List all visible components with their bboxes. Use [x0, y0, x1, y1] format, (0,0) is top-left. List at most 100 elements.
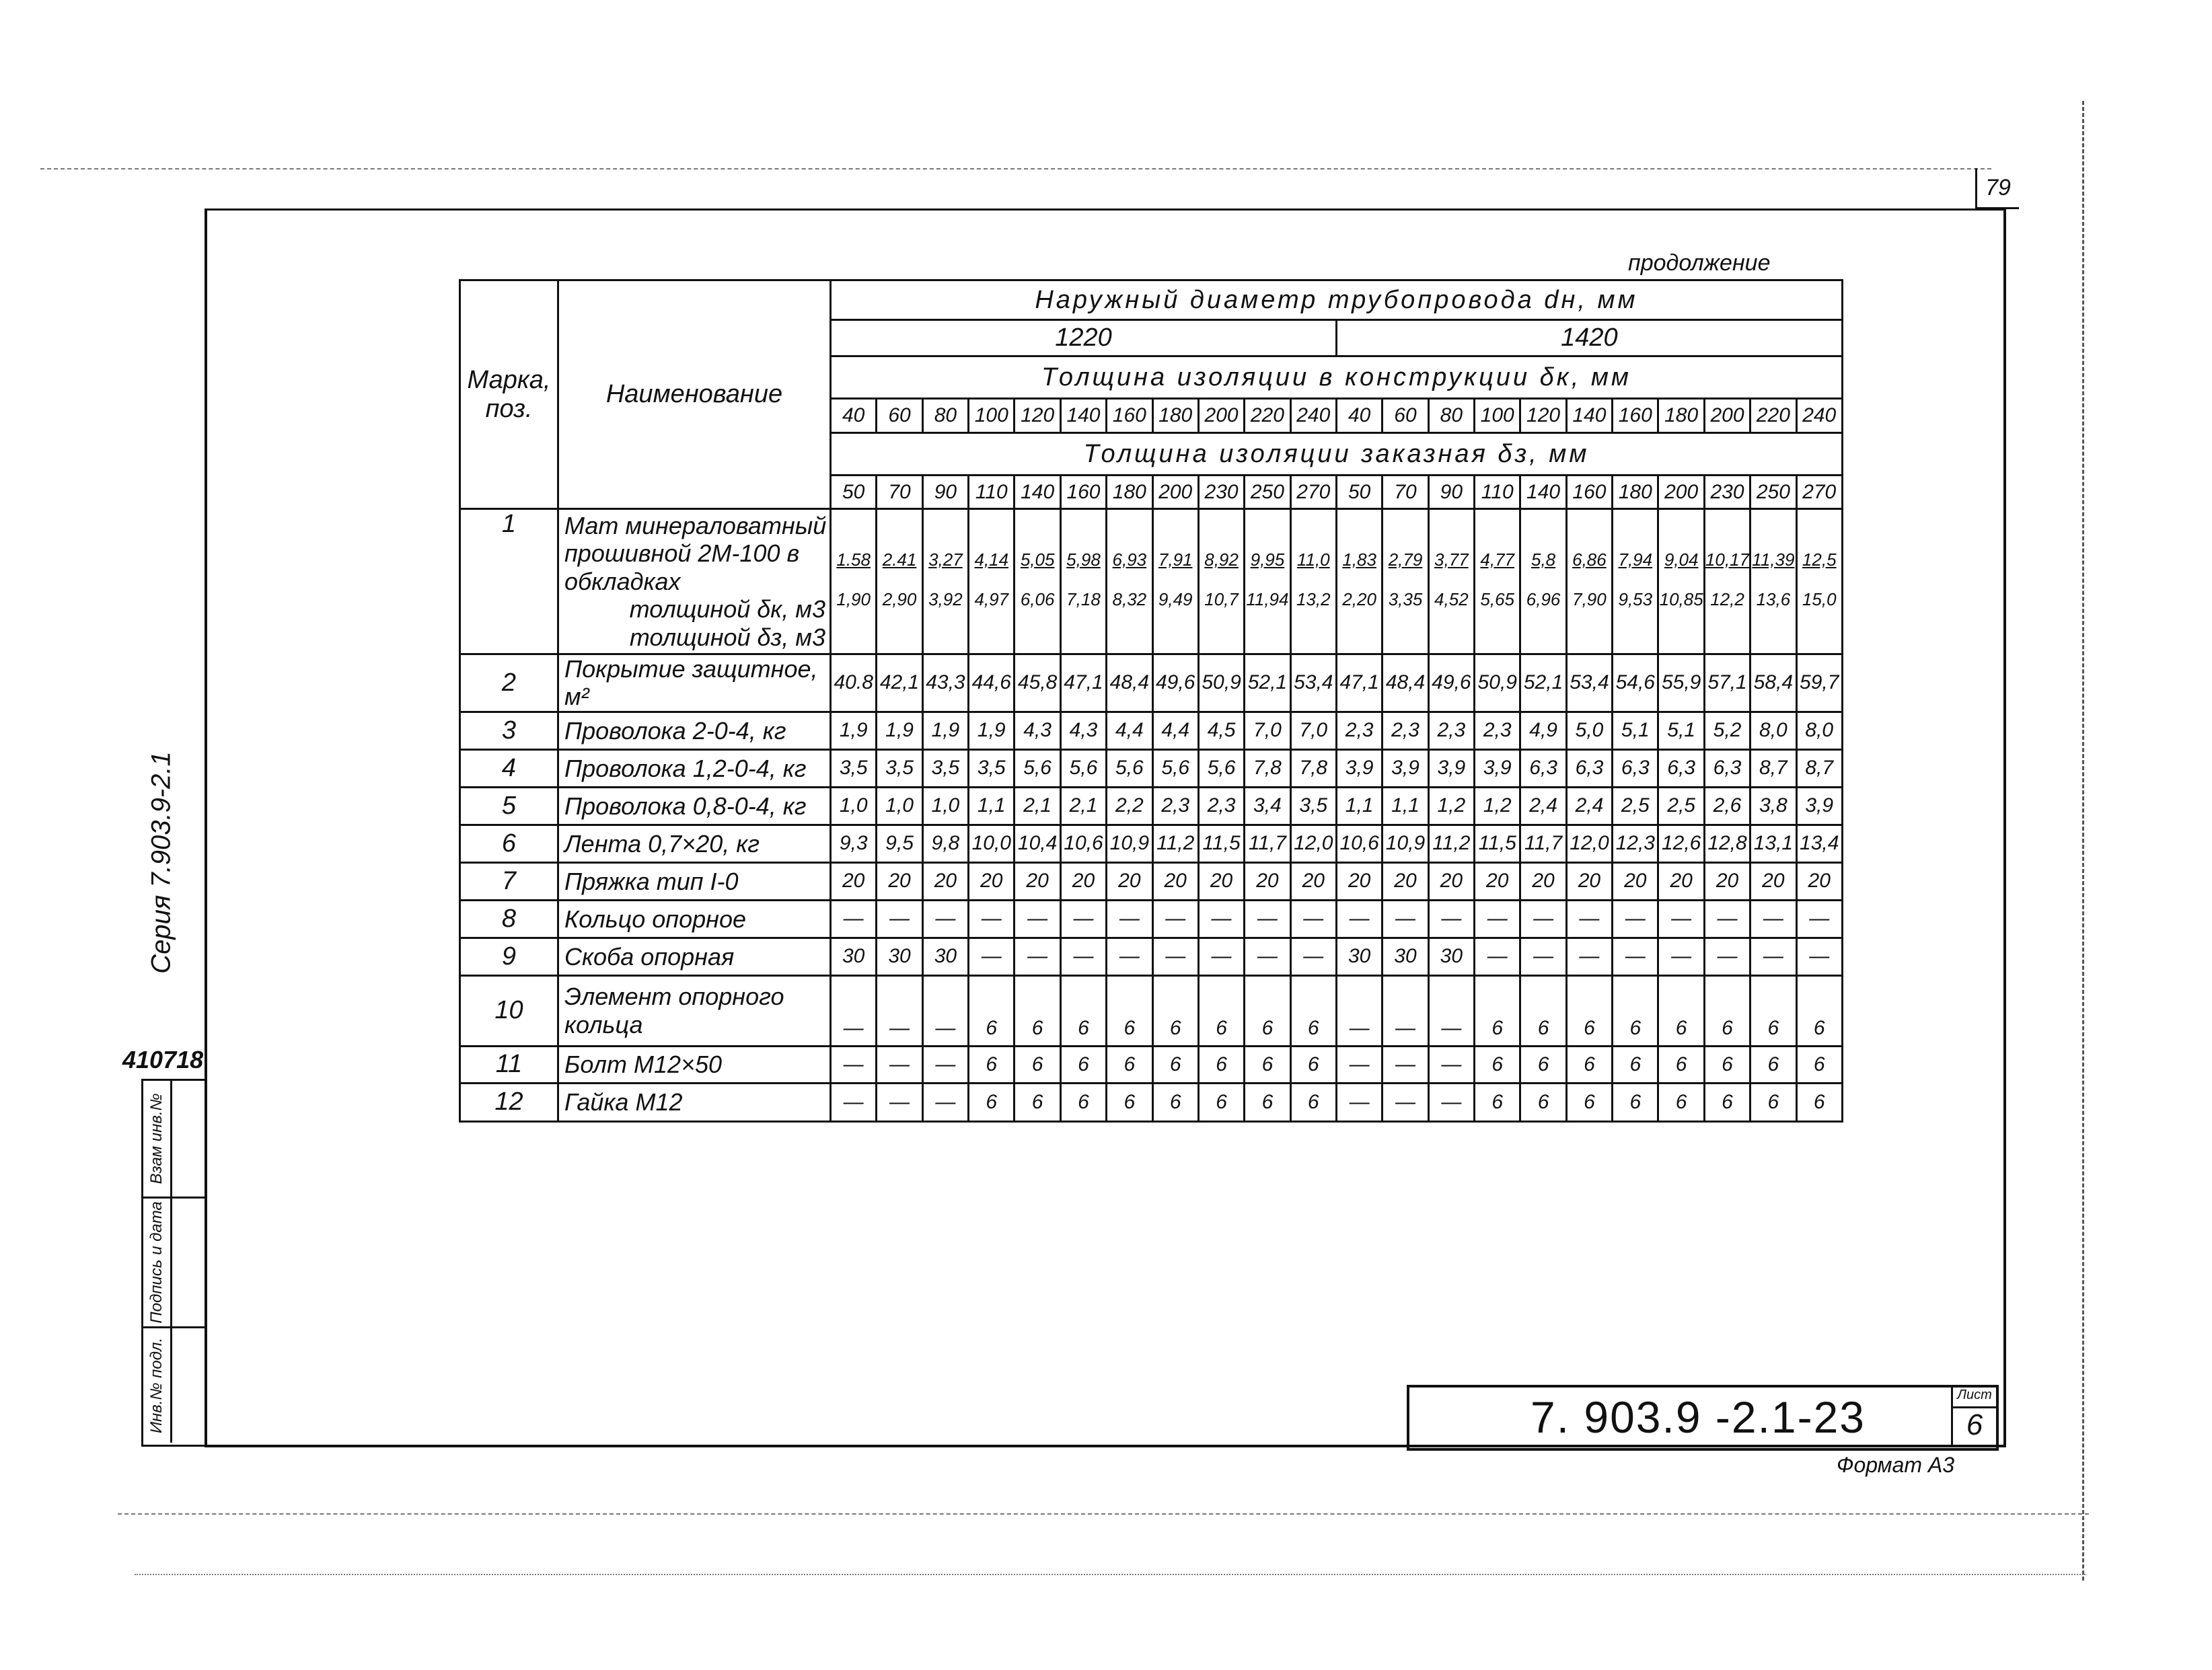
- value-cell: 3,77 4,52: [1427, 508, 1476, 655]
- value-k: 4,14: [974, 549, 1009, 570]
- table-row: 4 Проволока 1,2-0-4, кг 3,5 3,5 3,5 3,5 5,6 5,6…: [459, 748, 1843, 788]
- value-cell: 1,0: [829, 786, 878, 826]
- table-row: 10 Элемент опорного кольца — — —6 6 6 6 6 6 6 6— — —6…: [459, 974, 1843, 1047]
- thickness-ordered-value: 200: [1151, 474, 1200, 510]
- value-cell: 9,5: [875, 823, 924, 864]
- value-cell: 6: [1519, 974, 1568, 1047]
- thickness-ordered-value: 50: [1335, 474, 1384, 510]
- stamp-label: Взам инв.№: [147, 1093, 165, 1184]
- value-cell: 5,6: [1059, 748, 1108, 788]
- scan-artifact-line: [2082, 101, 2084, 1581]
- value-cell: 2,5: [1657, 786, 1705, 826]
- position-cell: 9: [459, 936, 559, 977]
- value-cell: 5,6: [1105, 748, 1154, 788]
- value-pair: 5,8 6,96: [1522, 549, 1564, 614]
- value-cell: 6: [1611, 1045, 1660, 1084]
- value-cell: 6: [1151, 1081, 1200, 1123]
- thickness-construction-value: 100: [967, 397, 1016, 434]
- value-cell: 5,1: [1611, 710, 1660, 751]
- value-cell: 54,6: [1611, 653, 1660, 713]
- value-cell: 6: [1243, 974, 1292, 1047]
- value-cell: 8,92 10,7: [1197, 508, 1246, 655]
- value-cell: 11,2: [1427, 823, 1476, 864]
- value-cell: 20: [1335, 861, 1384, 901]
- value-cell: 3,5: [967, 748, 1016, 788]
- stamp-cell-signature: Подпись и дата: [143, 1199, 207, 1328]
- value-cell: 6: [1105, 974, 1154, 1047]
- value-cell: 2,3: [1473, 710, 1522, 751]
- value-cell: 2,4: [1519, 786, 1568, 826]
- value-k: 12,5: [1802, 549, 1837, 570]
- value-cell: —: [1013, 899, 1062, 939]
- scan-artifact-line: [135, 1574, 2086, 1575]
- value-z: 1,90: [836, 589, 871, 609]
- value-cell: 8,7: [1795, 748, 1843, 788]
- value-cell: 6: [1059, 1045, 1108, 1084]
- value-cell: —: [1427, 899, 1476, 939]
- value-cell: —: [1703, 936, 1752, 977]
- header-diameter-1220: 1220: [830, 319, 1337, 357]
- value-cell: 11,5: [1197, 823, 1246, 864]
- value-cell: 20: [1703, 861, 1752, 901]
- value-cell: 7,91 9,49: [1151, 508, 1200, 655]
- thickness-ordered-value: 180: [1105, 474, 1154, 510]
- value-z: 6,06: [1020, 589, 1055, 609]
- value-cell: —: [1381, 974, 1430, 1047]
- item-name: Болт М12×50: [557, 1045, 832, 1084]
- value-cell: 20: [1059, 861, 1108, 901]
- value-cell: 13,4: [1795, 823, 1843, 864]
- value-cell: 6: [1473, 974, 1522, 1047]
- value-cell: 2,3: [1197, 786, 1246, 826]
- value-cell: —: [1335, 1081, 1384, 1123]
- value-pair: 2.41 2,90: [879, 549, 920, 614]
- value-cell: 2,3: [1151, 786, 1200, 826]
- table-row: 1 Мат минераловатный прошивной 2М-100 в о…: [459, 508, 1843, 655]
- value-cell: —: [1151, 899, 1200, 939]
- value-cell: —: [829, 1081, 878, 1123]
- value-cell: 1,9: [829, 710, 878, 751]
- value-cell: —: [1427, 1081, 1476, 1123]
- thickness-ordered-value: 90: [1427, 474, 1476, 510]
- value-cell: 6: [1243, 1081, 1292, 1123]
- thickness-ordered-value: 200: [1657, 474, 1705, 510]
- value-cell: —: [1427, 974, 1476, 1047]
- value-cell: 9,04 10,85: [1657, 508, 1705, 655]
- item-name: Гайка М12: [557, 1081, 832, 1123]
- value-cell: —: [829, 1045, 878, 1084]
- value-cell: 6: [1657, 1045, 1705, 1084]
- value-k: 1.58: [836, 549, 871, 570]
- value-cell: 5,6: [1197, 748, 1246, 788]
- value-k: 7,94: [1618, 549, 1653, 570]
- table-row: 11 Болт М12×50— — —6 6 6 6 6 6 6 6— — —6 6 6 6 6 6 6 6: [459, 1045, 1843, 1084]
- value-cell: 1,2: [1473, 786, 1522, 826]
- scan-artifact-line: [40, 168, 1991, 169]
- value-cell: 1,9: [967, 710, 1016, 751]
- value-cell: 6: [1703, 974, 1752, 1047]
- position-cell: 4: [459, 748, 559, 788]
- value-cell: 3,5: [875, 748, 924, 788]
- value-cell: 12,5 15,0: [1795, 508, 1843, 655]
- value-z: 5,65: [1480, 589, 1515, 609]
- value-cell: 2,2: [1105, 786, 1154, 826]
- value-k: 1,83: [1342, 549, 1376, 570]
- value-cell: —: [875, 899, 924, 939]
- value-cell: 6: [1473, 1081, 1522, 1123]
- header-row: Толщина изоляции в конструкции δк, мм: [460, 355, 1843, 400]
- item-subname-k: толщиной δк, м3: [629, 595, 825, 623]
- value-cell: 2,79 3,35: [1381, 508, 1430, 655]
- thickness-construction-value: 200: [1703, 397, 1752, 434]
- value-cell: —: [1289, 936, 1337, 977]
- value-cell: 7,94 9,53: [1611, 508, 1660, 655]
- value-pair: 8,92 10,7: [1200, 549, 1242, 614]
- value-cell: 20: [829, 861, 878, 901]
- value-cell: —: [1427, 1045, 1476, 1084]
- value-z: 13,2: [1296, 589, 1331, 609]
- document-code: 7. 903.9 -2.1-23: [1531, 1392, 1866, 1442]
- value-cell: —: [1013, 936, 1062, 977]
- value-cell: —: [1611, 936, 1660, 977]
- value-pair: 4,14 4,97: [971, 549, 1012, 614]
- thickness-ordered-value: 230: [1197, 474, 1246, 510]
- value-z: 7,18: [1066, 589, 1101, 609]
- value-cell: 6: [1657, 1081, 1705, 1123]
- value-cell: 6: [1565, 1045, 1614, 1084]
